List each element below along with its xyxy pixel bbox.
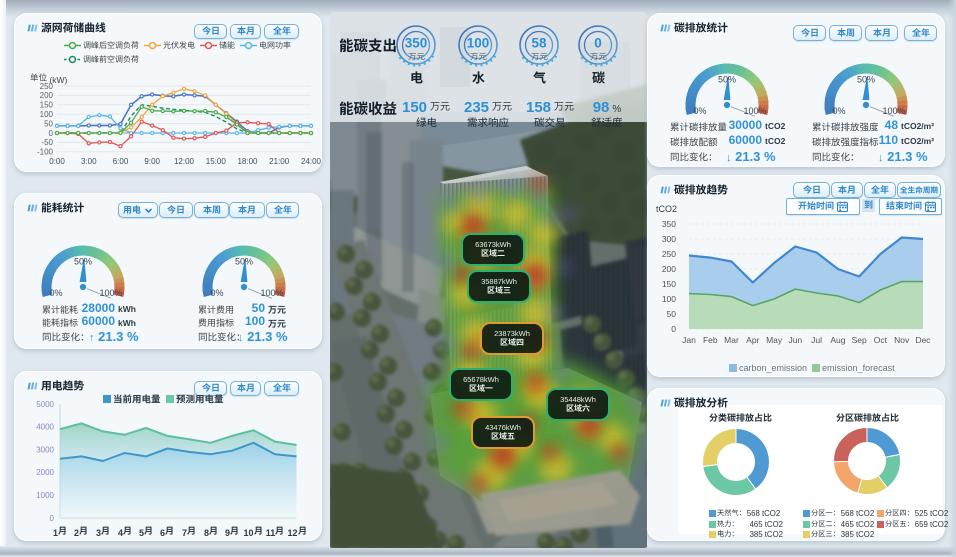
svg-text:100%: 100% <box>99 288 122 298</box>
svg-text:100%: 100% <box>743 106 766 116</box>
svg-text:0: 0 <box>594 36 602 51</box>
svg-text:0%: 0% <box>210 288 223 298</box>
svg-text:Nov: Nov <box>894 335 910 345</box>
svg-text:Mar: Mar <box>724 335 739 345</box>
svg-text:6:00: 6:00 <box>113 157 129 166</box>
svg-text:350: 350 <box>405 36 428 51</box>
svg-text:100: 100 <box>467 36 490 51</box>
svg-text:300: 300 <box>662 234 676 244</box>
svg-text:0: 0 <box>50 514 55 523</box>
svg-text:Feb: Feb <box>703 335 718 345</box>
svg-text:250: 250 <box>662 249 676 259</box>
svg-text:50%: 50% <box>718 75 736 85</box>
svg-text:100%: 100% <box>882 106 905 116</box>
svg-text:50: 50 <box>44 119 53 128</box>
svg-text:15:00: 15:00 <box>206 157 227 166</box>
svg-text:12:00: 12:00 <box>174 157 195 166</box>
svg-text:250: 250 <box>40 82 54 91</box>
svg-text:Oct: Oct <box>874 335 888 345</box>
svg-text:-100: -100 <box>37 148 54 157</box>
svg-text:-50: -50 <box>41 138 53 147</box>
svg-text:3:00: 3:00 <box>81 157 97 166</box>
svg-text:Aug: Aug <box>830 335 845 345</box>
svg-text:4000: 4000 <box>36 423 54 432</box>
svg-text:100: 100 <box>40 110 54 119</box>
svg-text:0:00: 0:00 <box>49 157 65 166</box>
svg-text:21:00: 21:00 <box>269 157 290 166</box>
svg-text:50%: 50% <box>74 257 92 267</box>
svg-text:200: 200 <box>40 91 54 100</box>
svg-text:0%: 0% <box>49 288 62 298</box>
svg-text:50: 50 <box>667 309 677 319</box>
svg-text:350: 350 <box>662 219 676 229</box>
svg-text:100%: 100% <box>260 288 283 298</box>
svg-text:Jan: Jan <box>682 335 696 345</box>
svg-text:0: 0 <box>671 324 676 334</box>
svg-text:50%: 50% <box>235 257 253 267</box>
svg-text:3000: 3000 <box>36 445 54 454</box>
svg-text:150: 150 <box>40 101 54 110</box>
svg-text:100: 100 <box>662 294 676 304</box>
svg-text:2000: 2000 <box>36 468 54 477</box>
svg-text:18:00: 18:00 <box>237 157 258 166</box>
svg-text:tCO2: tCO2 <box>656 204 677 214</box>
svg-text:0%: 0% <box>832 106 845 116</box>
svg-text:0: 0 <box>49 129 54 138</box>
svg-text:Jun: Jun <box>788 335 802 345</box>
svg-text:5000: 5000 <box>36 400 54 409</box>
svg-text:1000: 1000 <box>36 491 54 500</box>
svg-text:50%: 50% <box>857 75 875 85</box>
svg-text:58: 58 <box>531 36 547 51</box>
svg-text:Dec: Dec <box>915 335 931 345</box>
svg-text:24:00: 24:00 <box>301 157 322 166</box>
svg-text:150: 150 <box>662 279 676 289</box>
svg-text:Sep: Sep <box>852 335 867 345</box>
svg-text:Jul: Jul <box>811 335 822 345</box>
svg-text:9:00: 9:00 <box>144 157 160 166</box>
svg-text:Apr: Apr <box>746 335 759 345</box>
svg-text:0%: 0% <box>693 106 706 116</box>
svg-text:May: May <box>766 335 783 345</box>
svg-text:200: 200 <box>662 264 676 274</box>
